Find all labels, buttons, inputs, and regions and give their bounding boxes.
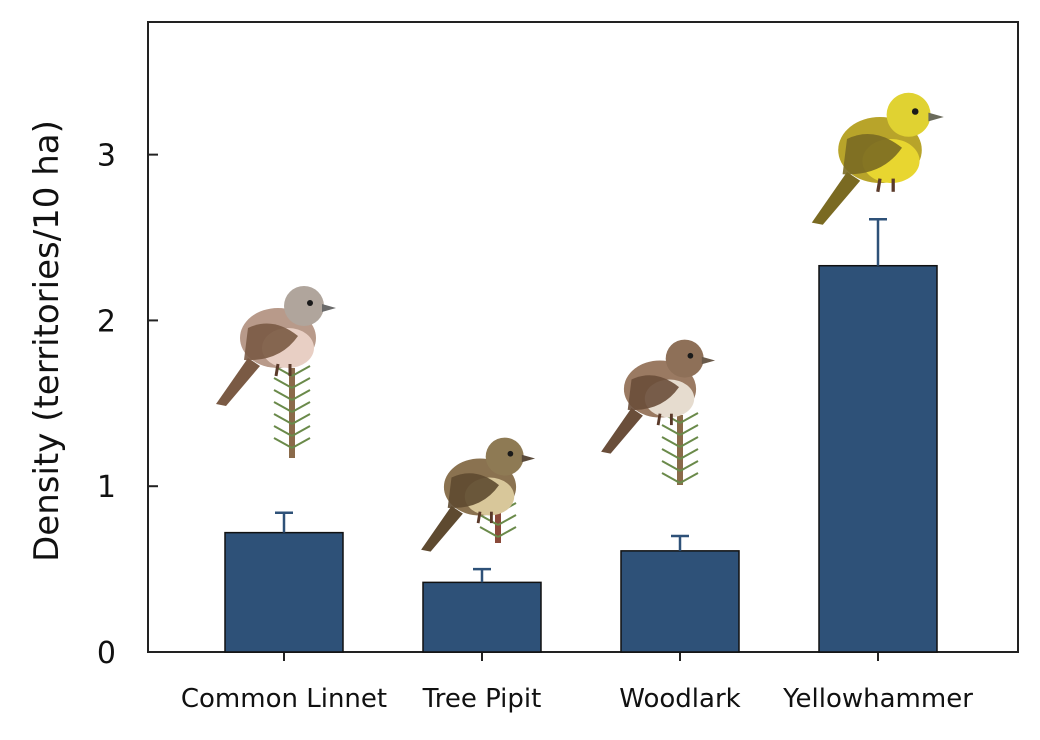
plot-frame bbox=[147, 21, 1019, 653]
error-bars bbox=[275, 218, 887, 583]
tree-pipit-icon bbox=[421, 437, 536, 552]
perch bbox=[661, 412, 699, 485]
y-tick-label: 1 bbox=[97, 470, 116, 505]
x-tick-label: Yellowhammer bbox=[782, 684, 973, 714]
bar bbox=[818, 264, 938, 653]
y-tick-label: 0 bbox=[97, 636, 116, 671]
x-tick-label: Tree Pipit bbox=[422, 684, 542, 714]
woodlark-icon bbox=[601, 339, 716, 454]
linnet-icon bbox=[216, 286, 336, 406]
y-tick-label: 2 bbox=[97, 304, 116, 339]
bars bbox=[224, 264, 938, 653]
x-axis: Common Linnet Tree Pipit Woodlark Yellowham… bbox=[181, 652, 973, 714]
y-tick-label: 3 bbox=[97, 139, 116, 174]
yellowhammer-icon bbox=[811, 92, 944, 225]
bar bbox=[620, 550, 740, 653]
perch bbox=[273, 365, 311, 458]
bird-illustrations bbox=[216, 92, 944, 552]
plot-area: 0 1 2 3 Common Linnet Tree Pipit Woodlark Yell… bbox=[97, 21, 1019, 714]
x-tick-label: Woodlark bbox=[619, 684, 740, 714]
bar bbox=[224, 531, 344, 653]
y-axis: 0 1 2 3 bbox=[97, 139, 158, 671]
x-tick-label: Common Linnet bbox=[181, 684, 387, 714]
bar bbox=[422, 581, 542, 653]
y-axis-title: Density (territories/10 ha) bbox=[27, 120, 67, 562]
